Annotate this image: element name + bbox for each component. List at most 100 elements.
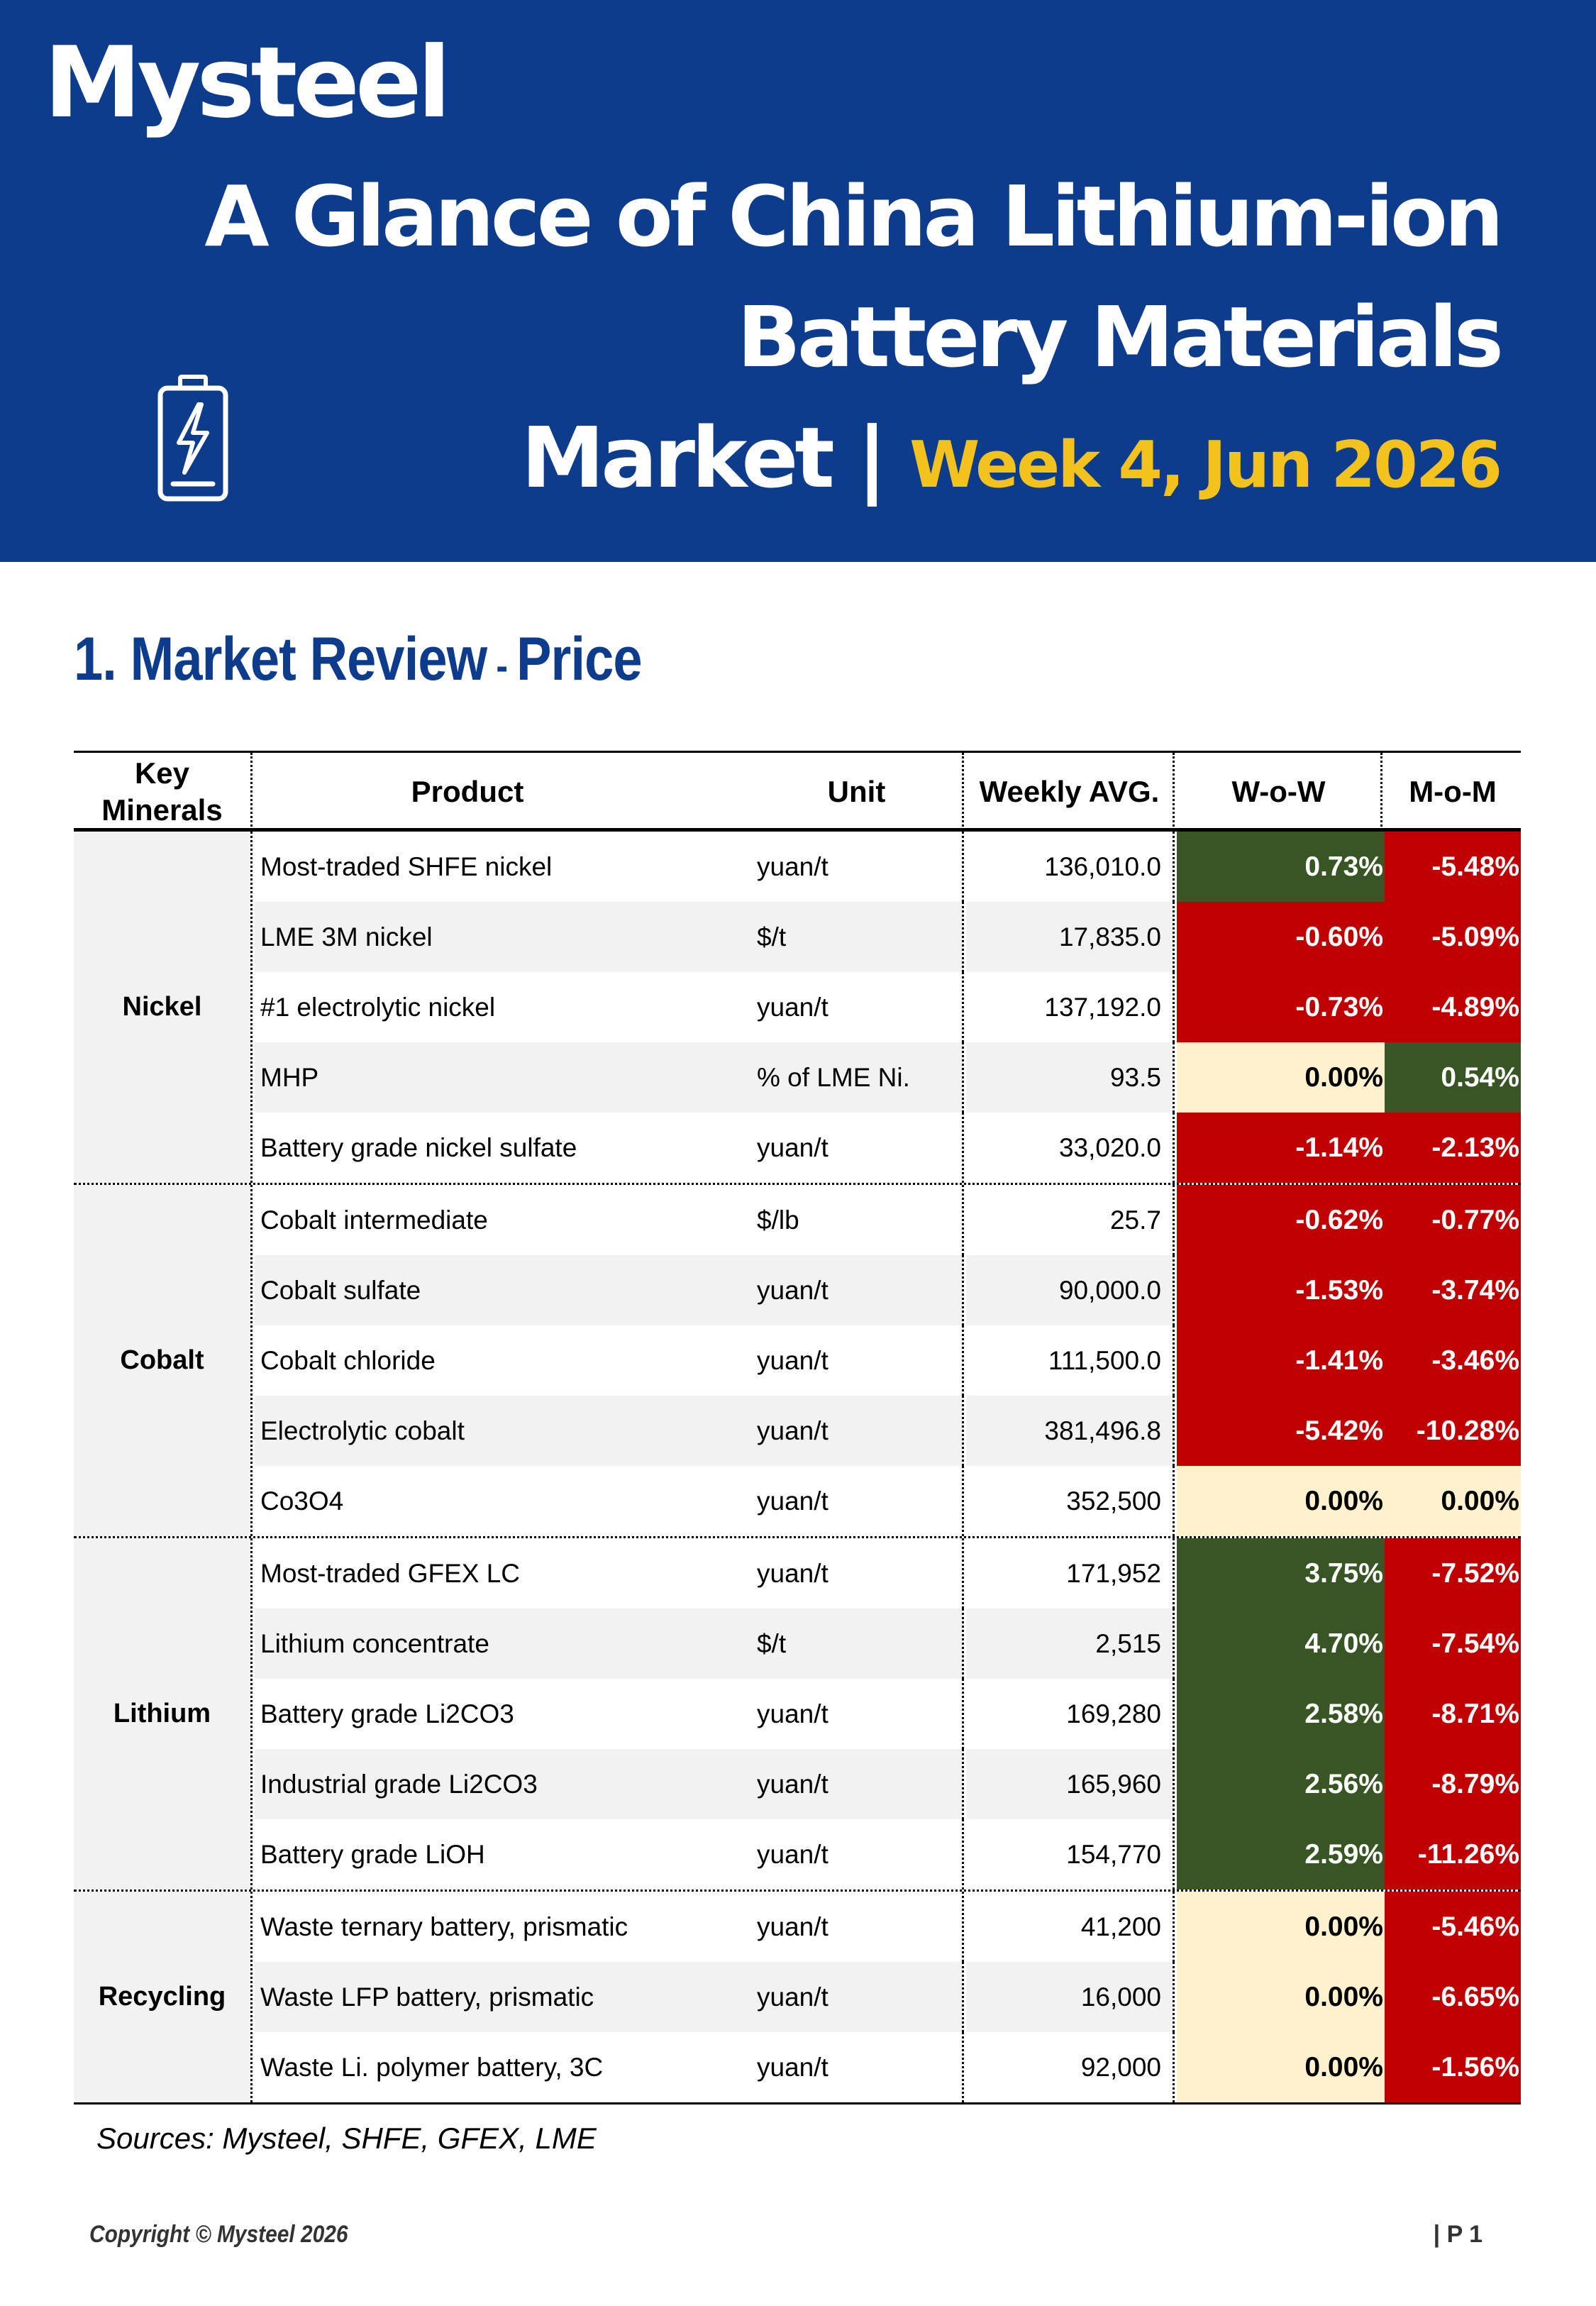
mom-cell: -7.52% xyxy=(1385,1538,1521,1609)
weekly-avg-cell: 93.5 xyxy=(966,1042,1175,1113)
section-heading: 1. Market Review xyxy=(74,625,487,693)
weekly-avg-cell: 136,010.0 xyxy=(966,832,1175,902)
mom-cell: 0.00% xyxy=(1385,1466,1521,1536)
table-row: Battery grade Li2CO3 yuan/t 169,280 2.58% -8… xyxy=(74,1679,1521,1749)
title-line-2: Battery Materials xyxy=(736,288,1504,386)
header-banner: Mysteel A Glance of China Lithium-ion Ba… xyxy=(0,0,1596,562)
mom-cell: -10.28% xyxy=(1385,1396,1521,1466)
header-product: Product xyxy=(411,774,524,808)
weekly-avg-cell: 90,000.0 xyxy=(966,1255,1175,1325)
table-row: Waste Li. polymer battery, 3C yuan/t 92,00… xyxy=(74,2032,1521,2102)
unit-cell: yuan/t xyxy=(751,972,964,1042)
battery-charging-icon xyxy=(157,375,228,502)
weekly-avg-cell: 137,192.0 xyxy=(966,972,1175,1042)
product-cell: Waste ternary battery, prismatic xyxy=(260,1911,628,1941)
wow-cell: 2.56% xyxy=(1177,1749,1385,1819)
table-row: Waste ternary battery, prismatic yuan/t 41… xyxy=(74,1892,1521,1962)
mom-cell: -8.71% xyxy=(1385,1679,1521,1749)
title-line-1: A Glance of China Lithium-ion xyxy=(204,167,1504,265)
product-cell: Cobalt chloride xyxy=(260,1345,436,1375)
unit-cell: yuan/t xyxy=(751,2032,964,2102)
title-separator: | xyxy=(856,409,887,507)
brand-logo: Mysteel xyxy=(44,26,451,140)
mom-cell: -5.46% xyxy=(1385,1892,1521,1962)
product-cell: Most-traded SHFE nickel xyxy=(260,851,553,881)
weekly-avg-cell: 92,000 xyxy=(966,2032,1175,2102)
weekly-avg-cell: 25.7 xyxy=(966,1185,1175,1255)
unit-cell: yuan/t xyxy=(751,1679,964,1749)
table-row: #1 electrolytic nickel yuan/t 137,192.0 -0.… xyxy=(74,972,1521,1042)
table-row: Waste LFP battery, prismatic yuan/t 16,000… xyxy=(74,1962,1521,2032)
header-key-minerals-line2: Minerals xyxy=(101,793,223,827)
unit-cell: yuan/t xyxy=(751,1892,964,1962)
table-row: Industrial grade Li2CO3 yuan/t 165,960 2.56… xyxy=(74,1749,1521,1819)
wow-cell: 2.58% xyxy=(1177,1679,1385,1749)
sources-note: Sources: Mysteel, SHFE, GFEX, LME xyxy=(96,2122,597,2155)
table-row: Electrolytic cobalt yuan/t 381,496.8 -5.42%… xyxy=(74,1396,1521,1466)
title-line-3: Market | Week 4, Jun 2026 xyxy=(153,397,1502,526)
mom-cell: -5.09% xyxy=(1385,902,1521,972)
wow-cell: 0.00% xyxy=(1177,1962,1385,2032)
unit-cell: yuan/t xyxy=(751,1325,964,1396)
unit-cell: % of LME Ni. xyxy=(751,1042,964,1113)
weekly-avg-cell: 111,500.0 xyxy=(966,1325,1175,1396)
weekly-avg-cell: 17,835.0 xyxy=(966,902,1175,972)
product-cell: LME 3M nickel xyxy=(255,902,751,972)
wow-cell: -0.62% xyxy=(1177,1185,1385,1255)
group-cobalt: Cobalt Cobalt intermediate $/lb 25.7 -0.62% -… xyxy=(74,1183,1521,1536)
wow-cell: 0.00% xyxy=(1177,2032,1385,2102)
mom-cell: -6.65% xyxy=(1385,1962,1521,2032)
unit-cell: yuan/t xyxy=(751,1749,964,1819)
unit-cell: yuan/t xyxy=(751,1819,964,1890)
unit-cell: $/t xyxy=(751,902,964,972)
product-cell: Waste LFP battery, prismatic xyxy=(255,1962,751,2032)
group-lithium: Lithium Most-traded GFEX LC yuan/t 171,952 3… xyxy=(74,1536,1521,1890)
table-row: Battery grade LiOH yuan/t 154,770 2.59% -11.… xyxy=(74,1819,1521,1890)
weekly-avg-cell: 171,952 xyxy=(966,1538,1175,1609)
mom-cell: -2.13% xyxy=(1385,1113,1521,1183)
product-cell: Battery grade LiOH xyxy=(260,1839,485,1869)
product-cell: Industrial grade Li2CO3 xyxy=(255,1749,751,1819)
header-wow: W-o-W xyxy=(1177,753,1382,830)
mineral-label: Recycling xyxy=(74,1892,253,2102)
wow-cell: 0.00% xyxy=(1177,1892,1385,1962)
product-cell: #1 electrolytic nickel xyxy=(260,992,496,1022)
table-row: LME 3M nickel $/t 17,835.0 -0.60% -5.09% xyxy=(74,902,1521,972)
wow-cell: 4.70% xyxy=(1177,1609,1385,1679)
wow-cell: 2.59% xyxy=(1177,1819,1385,1890)
table-body: Nickel Most-traded SHFE nickel yuan/t 136,0… xyxy=(74,832,1521,2102)
wow-cell: 0.00% xyxy=(1177,1466,1385,1536)
table-row: Co3O4 yuan/t 352,500 0.00% 0.00% xyxy=(74,1466,1521,1536)
wow-cell: 3.75% xyxy=(1177,1538,1385,1609)
title-market: Market xyxy=(521,409,835,507)
unit-cell: yuan/t xyxy=(751,832,964,902)
unit-cell: yuan/t xyxy=(751,1255,964,1325)
product-cell: Waste Li. polymer battery, 3C xyxy=(260,2052,604,2082)
mom-cell: -11.26% xyxy=(1385,1819,1521,1890)
report-week: Week 4, Jun 2026 xyxy=(909,428,1502,502)
weekly-avg-cell: 381,496.8 xyxy=(966,1396,1175,1466)
weekly-avg-cell: 16,000 xyxy=(966,1962,1175,2032)
table-row: Most-traded GFEX LC yuan/t 171,952 3.75% -7.… xyxy=(74,1538,1521,1609)
table-row: MHP% of LME Ni. 93.5 0.00% 0.54% xyxy=(74,1042,1521,1113)
price-table: Key Minerals Product Unit Weekly AVG. W-… xyxy=(74,751,1521,2104)
wow-cell: -1.41% xyxy=(1177,1325,1385,1396)
group-nickel: Nickel Most-traded SHFE nickel yuan/t 136,0… xyxy=(74,832,1521,1183)
product-cell: Battery grade nickel sulfate xyxy=(260,1132,577,1162)
mom-cell: -3.46% xyxy=(1385,1325,1521,1396)
mom-cell: -7.54% xyxy=(1385,1609,1521,1679)
mom-cell: -1.56% xyxy=(1385,2032,1521,2102)
product-cell: Lithium concentrate xyxy=(255,1609,751,1679)
footer-page-number: | P 1 xyxy=(1433,2221,1483,2248)
header-mom: M-o-M xyxy=(1409,774,1497,808)
mom-cell: 0.54% xyxy=(1385,1042,1521,1113)
weekly-avg-cell: 165,960 xyxy=(966,1749,1175,1819)
weekly-avg-cell: 154,770 xyxy=(966,1819,1175,1890)
mineral-label: Cobalt xyxy=(74,1185,253,1536)
unit-cell: $/t xyxy=(751,1609,964,1679)
product-cell: Electrolytic cobalt xyxy=(255,1396,751,1466)
mom-cell: -3.74% xyxy=(1385,1255,1521,1325)
mom-cell: -4.89% xyxy=(1385,972,1521,1042)
weekly-avg-cell: 33,020.0 xyxy=(966,1113,1175,1183)
unit-cell: yuan/t xyxy=(751,1113,964,1183)
